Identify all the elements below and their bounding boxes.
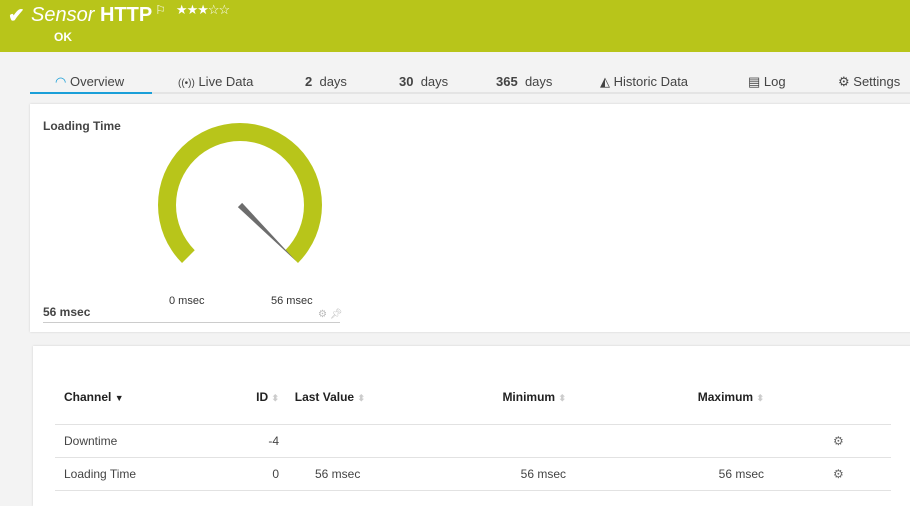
cell-max: 56 msec	[575, 457, 773, 491]
cell-min	[379, 424, 575, 458]
header-label: Minimum	[502, 390, 556, 404]
gauge-tools: ⚙ 📌︎	[318, 309, 342, 321]
tab-label: Settings	[853, 74, 901, 89]
header-label: ID	[256, 390, 269, 404]
tab-label: Live Data	[198, 74, 254, 89]
pin-icon[interactable]: 📌︎	[329, 309, 343, 320]
tab-num: 365	[496, 74, 518, 89]
cell-id: -4	[225, 424, 279, 458]
sensor-title: Sensor HTTP	[31, 3, 152, 27]
sensor-name: HTTP	[99, 4, 153, 26]
col-actions	[773, 382, 891, 425]
header-label: Last Value	[294, 390, 355, 404]
flag-icon[interactable]: ⚐	[155, 3, 166, 17]
tab-label: days	[420, 74, 449, 89]
broadcast-icon: ((•))	[178, 78, 195, 89]
cell-channel[interactable]: Downtime	[55, 424, 225, 458]
sort-icon: ⬍	[558, 393, 566, 403]
channels-table: Channel ▼ ID ⬍ Last Value ⬍ Minimum ⬍ Ma…	[55, 382, 891, 491]
sort-icon: ⬍	[357, 393, 365, 403]
sort-icon: ⬍	[756, 393, 764, 403]
tab-30-days[interactable]: 30 days	[399, 74, 448, 89]
gauge-value: 56 msec	[43, 305, 91, 319]
col-last-value[interactable]: Last Value ⬍	[279, 382, 379, 425]
channels-panel: Channel ▼ ID ⬍ Last Value ⬍ Minimum ⬍ Ma…	[33, 346, 910, 506]
col-maximum[interactable]: Maximum ⬍	[575, 382, 773, 425]
check-icon: ✔	[8, 5, 25, 27]
table-row[interactable]: Downtime -4 ⚙	[55, 424, 891, 458]
gauge-panel: Loading Time 0 msec 56 msec 56 msec ⚙ 📌︎	[30, 104, 910, 332]
tab-historic-data[interactable]: ◭ Historic Data	[600, 74, 688, 90]
priority-stars[interactable]: ★★★☆☆	[175, 2, 230, 17]
gauge-min-label: 0 msec	[169, 295, 205, 307]
tab-2-days[interactable]: 2 days	[305, 74, 347, 89]
tab-num: 30	[399, 74, 414, 89]
status-text: OK	[54, 30, 72, 44]
tab-label: days	[524, 74, 553, 89]
gauge-needle	[237, 202, 297, 262]
gear-icon: ⚙	[838, 74, 850, 89]
sort-icon: ⬍	[271, 393, 279, 403]
cell-last	[279, 424, 379, 458]
header-label: Channel	[64, 390, 112, 404]
table-header: Channel ▼ ID ⬍ Last Value ⬍ Minimum ⬍ Ma…	[55, 382, 891, 425]
gauge-title: Loading Time	[43, 119, 121, 133]
gauge-icon: ◠	[55, 74, 67, 89]
tab-label: days	[319, 74, 347, 89]
sensor-header: ✔ Sensor HTTP ⚐ ★★★☆☆ OK	[0, 0, 910, 52]
divider	[43, 322, 340, 323]
log-icon: ▤	[748, 74, 761, 89]
gauge	[158, 123, 322, 263]
col-id[interactable]: ID ⬍	[225, 382, 279, 425]
cell-channel[interactable]: Loading Time	[55, 457, 225, 491]
channel-settings-icon[interactable]: ⚙	[833, 433, 844, 448]
title-row: Sensor HTTP ⚐ ★★★☆☆	[31, 2, 230, 27]
sensor-prefix: Sensor	[31, 4, 95, 26]
tab-log[interactable]: ▤ Log	[748, 74, 786, 90]
gear-icon[interactable]: ⚙	[318, 309, 327, 320]
sort-down-icon: ▼	[114, 393, 124, 403]
gauge-max-label: 56 msec	[271, 295, 313, 307]
tab-settings[interactable]: ⚙ Settings	[838, 74, 900, 90]
header-label: Maximum	[697, 390, 754, 404]
gauge-arc	[158, 123, 322, 263]
cell-last: 56 msec	[279, 457, 379, 491]
cell-max	[575, 424, 773, 458]
tab-bar: ◠ Overview ((•)) Live Data 2 days 30 day…	[30, 70, 910, 94]
tab-365-days[interactable]: 365 days	[496, 74, 552, 89]
tab-live-data[interactable]: ((•)) Live Data	[178, 74, 253, 89]
area-chart-icon: ◭	[600, 74, 610, 89]
col-minimum[interactable]: Minimum ⬍	[379, 382, 575, 425]
cell-min: 56 msec	[379, 457, 575, 491]
cell-id: 0	[225, 457, 279, 491]
tab-num: 2	[305, 74, 313, 89]
tab-label: Overview	[69, 74, 125, 89]
channel-settings-icon[interactable]: ⚙	[833, 466, 844, 481]
col-channel[interactable]: Channel ▼	[55, 382, 225, 425]
tab-overview[interactable]: ◠ Overview	[30, 74, 152, 94]
tab-label: Historic Data	[613, 74, 689, 89]
table-row[interactable]: Loading Time 0 56 msec 56 msec 56 msec ⚙	[55, 457, 891, 491]
tab-label: Log	[763, 74, 786, 89]
